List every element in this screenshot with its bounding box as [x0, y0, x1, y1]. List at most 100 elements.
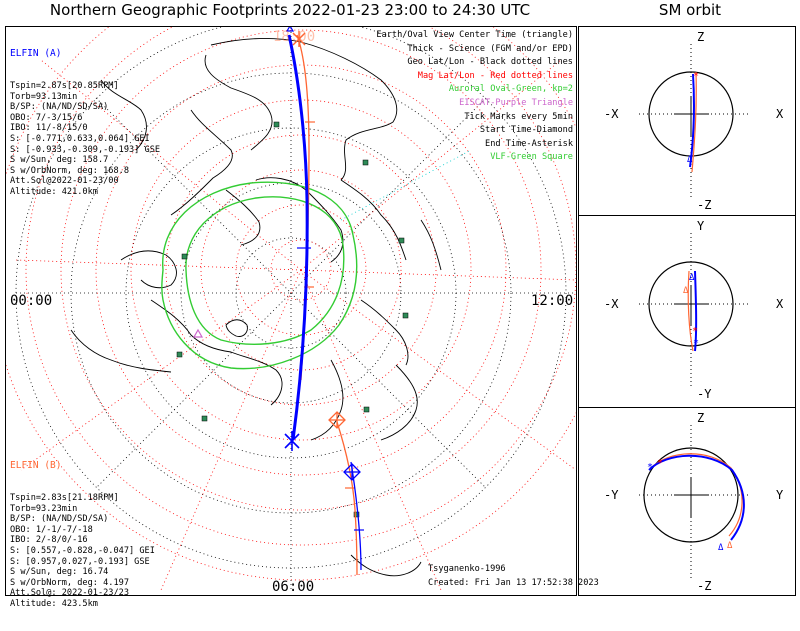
- svg-text:Δ: Δ: [689, 273, 695, 283]
- coastlines: [70, 37, 442, 577]
- elfin-b-line: Tspin=2.83s[21.18RPM]: [10, 492, 119, 503]
- elfin-b-line: IBO: 2/-8/0/-16: [10, 535, 88, 546]
- elfin-b-name: ELFIN (B): [10, 460, 62, 472]
- sm-axis-bottom: -Z: [697, 198, 711, 212]
- sm-orbit-b: [691, 71, 697, 173]
- elfin-b-line: Altitude: 423.5km: [10, 598, 98, 609]
- svg-text:*: *: [647, 462, 653, 473]
- elfin-b-line: S: [0.557,-0.828,-0.047] GEI: [10, 545, 155, 556]
- eiscat-triangle: [192, 328, 204, 338]
- elfin-a-line: IBO: 11/-8/15/0: [10, 123, 88, 134]
- sm-axis-right: X: [776, 107, 784, 121]
- sm-orbit-title: SM orbit: [658, 1, 722, 19]
- auroral-oval: [161, 181, 358, 370]
- geo-latlon-grid: [15, 27, 576, 592]
- sm-panel-yz: Z -Z -Y Y * * Δ Δ: [578, 407, 796, 596]
- svg-text:*: *: [657, 458, 663, 469]
- elfin-b-ticks: [304, 121, 355, 489]
- legend-item: Mag Lat/Lon - Red dotted lines: [417, 70, 573, 81]
- clock-label-top: 18:00: [273, 29, 315, 45]
- legend-item: Earth/Oval View Center Time (triangle): [376, 30, 573, 40]
- legend: Earth/Oval View Center Time (triangle) Th…: [376, 29, 573, 165]
- elfin-a-line: Att.Sol@2022-01-23/00: [10, 176, 119, 187]
- sm-axis-left: -X: [604, 297, 619, 311]
- elfin-a-lines: Tspin=2.87s[20.85RPM] Torb=93.13min B/SP: …: [10, 81, 160, 198]
- sm-axis-bottom: -Z: [697, 579, 711, 593]
- page-title: Northern Geographic Footprints 2022-01-2…: [49, 1, 531, 19]
- elfin-b-end-asterisk: [292, 31, 306, 47]
- elfin-a-end-asterisk: [284, 431, 300, 451]
- sm-axis-right: Y: [776, 488, 784, 502]
- svg-text:Δ: Δ: [683, 286, 689, 296]
- elfin-a-line: S w/Sun, deg: 158.7: [10, 155, 109, 166]
- svg-text:*: *: [693, 338, 699, 349]
- legend-item: End Time-Asterisk: [485, 138, 573, 149]
- elfin-b-line: Att.Sol@: 2022-01-23/23: [10, 588, 129, 599]
- elfin-a-line: S w/OrbNorm, deg: 168.8: [10, 165, 129, 176]
- sm-orbit-a: [694, 270, 698, 352]
- svg-text:*: *: [692, 326, 698, 337]
- clock-label-left: 00:00: [10, 293, 52, 309]
- sm-axis-left: -Y: [604, 488, 619, 502]
- elfin-a-line: Altitude: 421.0km: [10, 186, 98, 197]
- vlf-site-square: [273, 121, 280, 128]
- elfin-b-line: S w/OrbNorm, deg: 4.197: [10, 577, 129, 588]
- sm-axis-left: -X: [604, 107, 619, 121]
- svg-text:*: *: [693, 71, 699, 82]
- legend-item: Thick - Science (FGM and/or EPD): [407, 43, 573, 54]
- sm-axis-top: Y: [697, 219, 705, 233]
- polar-map-panel: 00:00 12:00 06:00 18:00 ELFIN (A) Tspin=…: [5, 26, 599, 609]
- legend-item: Start Time-Diamond: [479, 125, 573, 136]
- elfin-b-line: B/SP: (NA/ND/SD/SA): [10, 514, 109, 525]
- svg-text:Δ: Δ: [687, 155, 693, 165]
- elfin-a-name: ELFIN (A): [10, 48, 62, 60]
- created-label: Created: Fri Jan 13 17:52:38 2023: [428, 578, 599, 588]
- elfin-b-line: S w/Sun, deg: 16.74: [10, 567, 109, 578]
- elfin-a-line: Torb=93.13min: [10, 91, 78, 102]
- vlf-sites: [176, 121, 409, 518]
- vlf-site-square: [176, 351, 183, 358]
- sm-axis-top: Z: [697, 411, 704, 425]
- sm-panel-xy: Y -Y -X X Δ Δ * *: [578, 215, 796, 408]
- legend-item: EISCAT-Purple Triangle: [459, 97, 573, 108]
- legend-item: Geo Lat/Lon - Black dotted lines: [407, 57, 573, 68]
- elfin-a-info: ELFIN (A) Tspin=2.87s[20.85RPM] Torb=93.1…: [10, 28, 160, 219]
- sm-plot-yz: Z -Z -Y Y * * Δ Δ: [604, 411, 784, 593]
- sm-plot-xy: Y -Y -X X Δ Δ * *: [604, 219, 784, 401]
- sm-plot-xz: Z -Z -X X * Δ: [604, 30, 784, 212]
- vlf-site-square: [398, 237, 405, 244]
- svg-text:Δ: Δ: [718, 543, 724, 553]
- elfin-a-ticks: [297, 247, 364, 531]
- vlf-site-square: [362, 159, 369, 166]
- vlf-site-square: [353, 511, 360, 518]
- elfin-b-line: S: [0.957,0.027,-0.193] GSE: [10, 556, 150, 567]
- vlf-site-square: [402, 312, 409, 319]
- elfin-b-line: OBO: 1/-1/-7/-18: [10, 524, 93, 535]
- elfin-a-line: S: [-0.771,0.633,0.064] GEI: [10, 133, 150, 144]
- legend-item: Auroral Oval-Green, kp=2: [448, 84, 573, 95]
- sm-panel-xz: Z -Z -X X * Δ: [578, 26, 796, 216]
- sm-orbit-a: [648, 454, 745, 541]
- elfin-a-line: Tspin=2.87s[20.85RPM]: [10, 80, 119, 91]
- elfin-b-line: Torb=93.23min: [10, 503, 78, 514]
- vlf-site-square: [181, 253, 188, 260]
- elfin-b-lines: Tspin=2.83s[21.18RPM] Torb=93.23min B/SP: …: [10, 493, 155, 610]
- sm-axis-bottom: -Y: [697, 387, 712, 401]
- sm-axis-top: Z: [697, 30, 704, 44]
- legend-item: VLF-Green Square: [490, 152, 573, 163]
- model-label: Tsyganenko-1996: [428, 564, 506, 574]
- polar-map: 00:00 12:00 06:00 18:00: [6, 27, 576, 595]
- view-direction-line: [340, 149, 472, 221]
- sm-orbit-a: [689, 73, 695, 168]
- elfin-a-start-diamond: [343, 463, 361, 481]
- clock-label-bottom: 06:00: [272, 579, 314, 595]
- sm-orbit-b: [687, 270, 694, 352]
- sm-axis-right: X: [776, 297, 784, 311]
- elfin-a-track: [284, 27, 364, 571]
- svg-text:Δ: Δ: [727, 541, 733, 551]
- elfin-a-line: S: [-0.933,-0.309,-0.193] GSE: [10, 144, 161, 155]
- clock-label-right: 12:00: [531, 293, 573, 309]
- elfin-a-line: OBO: 7/-3/15/6: [10, 112, 83, 123]
- elfin-b-start-diamond: [328, 411, 346, 429]
- vlf-site-square: [201, 415, 208, 422]
